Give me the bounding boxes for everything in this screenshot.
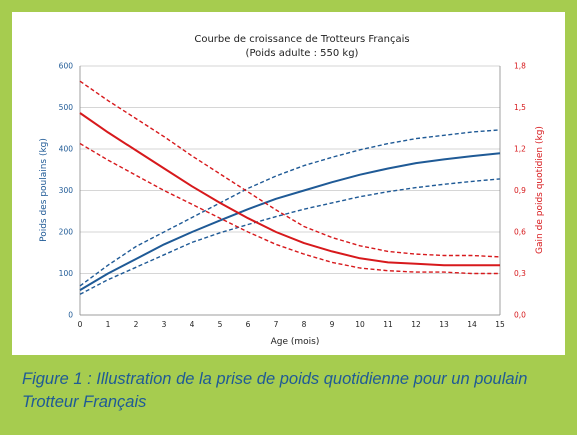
y-right-axis-label: Gain de poids quotidien (kg) <box>535 126 545 254</box>
y-left-tick-label: 300 <box>59 186 74 195</box>
caption-line-1: Figure 1 : Illustration de la prise de p… <box>22 370 528 388</box>
figure-caption: Figure 1 : Illustration de la prise de p… <box>22 368 567 414</box>
y-left-tick-label: 0 <box>68 311 73 320</box>
y-left-tick-label: 400 <box>59 145 74 154</box>
x-axis-label: Age (mois) <box>271 337 320 347</box>
x-tick-label: 13 <box>439 320 449 329</box>
y-left-tick-label: 200 <box>59 228 74 237</box>
chart-subtitle: (Poids adulte : 550 kg) <box>246 48 359 59</box>
x-tick-label: 0 <box>78 320 83 329</box>
daily-gain-bound-line <box>79 80 501 258</box>
y-left-tick-label: 500 <box>59 103 74 112</box>
weight-bound-line <box>79 129 501 287</box>
x-tick-label: 1 <box>106 320 111 329</box>
y-left-axis-label: Poids des poulains (kg) <box>39 138 49 242</box>
y-right-tick-label: 1,2 <box>514 145 526 154</box>
y-right-tick-label: 0,9 <box>514 186 526 195</box>
series-lines <box>79 80 501 295</box>
y-left-tick-label: 100 <box>59 269 74 278</box>
weight-mean-line <box>79 152 501 291</box>
x-tick-label: 5 <box>218 320 223 329</box>
grid <box>80 65 500 316</box>
x-tick-label: 2 <box>134 320 139 329</box>
axes <box>79 66 501 316</box>
y-right-tick-label: 0,0 <box>514 311 526 320</box>
x-tick-label: 11 <box>383 320 393 329</box>
y-right-tick-label: 0,6 <box>514 228 526 237</box>
x-tick-label: 8 <box>302 320 307 329</box>
daily-gain-mean-line <box>79 112 500 267</box>
x-tick-label: 15 <box>495 320 505 329</box>
y-left-tick-label: 600 <box>59 62 74 71</box>
x-tick-label: 4 <box>190 320 195 329</box>
caption-line-2: Trotteur Français <box>22 393 147 411</box>
daily-gain-bound-line <box>79 142 500 275</box>
x-tick-label: 14 <box>467 320 477 329</box>
y-right-tick-label: 0,3 <box>514 269 526 278</box>
tick-labels: 01002003004005006000,00,30,60,91,21,51,8… <box>59 62 526 330</box>
y-right-tick-label: 1,5 <box>514 103 526 112</box>
y-right-tick-label: 1,8 <box>514 62 526 71</box>
chart-title: Courbe de croissance de Trotteurs França… <box>194 34 409 45</box>
chart-panel <box>12 12 565 355</box>
x-tick-label: 7 <box>274 320 279 329</box>
x-tick-label: 6 <box>246 320 251 329</box>
x-tick-label: 10 <box>355 320 365 329</box>
x-tick-label: 3 <box>162 320 167 329</box>
x-tick-label: 9 <box>330 320 335 329</box>
x-tick-label: 12 <box>411 320 421 329</box>
